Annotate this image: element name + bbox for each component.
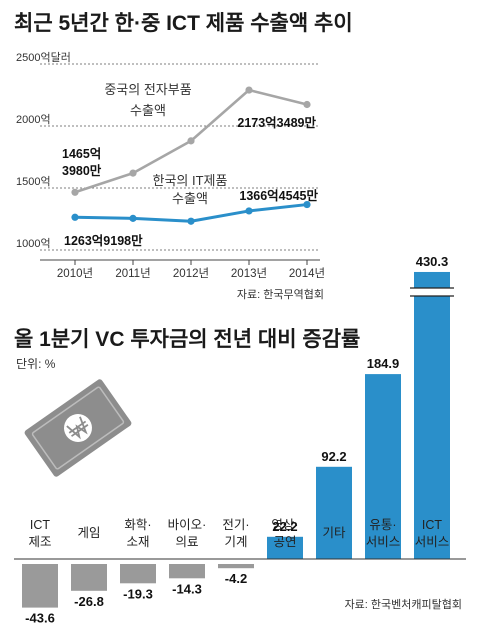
bar-value-label: -26.8 [74,594,104,609]
bar-value-label: -4.2 [225,571,247,586]
category-label: 서비스 [415,535,450,549]
category-label: 영상· [271,518,298,532]
point-value-label: 2173억3489만 [237,115,316,130]
bar-2 [120,564,156,584]
bar-value-label: 92.2 [321,449,346,464]
y-tick-label: 2500억달러 [16,51,71,64]
point-value-label: 1465억 [62,147,101,161]
bar-value-label: -14.3 [172,581,202,596]
category-label: ICT [30,518,51,532]
series-point-1 [245,207,253,215]
x-tick-label: 2012년 [173,267,209,280]
category-label: 공연 [273,535,296,549]
money-icon [24,379,132,477]
bar-7 [365,374,401,559]
bar-chart-category-labels: ICT 제조 게임 화학· 소재 바이오· 의료 전기· 기계 영상· 공연 기타 유통· 서비스 ICT 서… [28,518,449,549]
series-point-0 [187,137,195,145]
category-label: 기계 [224,535,247,549]
category-label: 전기· [222,518,249,532]
bar-3 [169,564,205,579]
bar-value-label: 184.9 [367,356,400,371]
series-point-1 [303,200,311,209]
category-label: 유통· [369,518,396,532]
bar-8 [414,271,450,559]
series-name-1: 한국의 IT제품 [153,173,228,188]
bar-chart-source: 자료: 한국벤처캐피탈협회 [345,598,462,611]
series-point-0 [71,188,79,196]
line-chart: 최근 5년간 한·중 ICT 제품 수출액 추이 2500억달러 2000억 150… [14,12,353,301]
line-chart-source: 자료: 한국무역협회 [237,288,324,301]
category-label: 화학· [124,518,151,532]
x-tick-label: 2014년 [289,267,325,280]
bar-chart: 올 1분기 VC 투자금의 전년 대비 증감률 단위: % ICT 제조 게임 화학·… [14,254,466,626]
point-value-label: 3980만 [62,163,102,178]
y-tick-label: 2000억 [16,113,51,126]
series-point-1 [187,217,195,225]
y-tick-label: 1500억 [16,175,51,188]
x-tick-label: 2010년 [57,267,93,280]
bar-chart-title: 올 1분기 VC 투자금의 전년 대비 증감률 [14,328,360,351]
point-value-label: 1366억4545만 [239,188,318,203]
series-point-1 [129,214,137,222]
line-chart-title: 최근 5년간 한·중 ICT 제품 수출액 추이 [14,12,353,35]
bar-6 [316,466,352,559]
bar-value-label: 22.2 [272,519,297,534]
category-label: 바이오· [168,518,207,532]
x-tick-label: 2011년 [115,267,150,280]
bar-0 [22,564,58,608]
series-name-0: 중국의 전자부품 [104,82,191,97]
line-chart-series [71,86,311,225]
series-point-1 [71,213,79,221]
series-point-0 [303,100,311,109]
category-label: 기타 [322,526,346,540]
x-tick-label: 2013년 [231,267,267,280]
line-chart-point-labels: 1465억 3980만 2173억3489만 1263억9198만 1366억4545만 [62,115,318,248]
bar-5 [267,536,303,559]
bar-4 [218,564,254,569]
line-chart-y-ticks: 2500억달러 2000억 1500억 1000억 [16,51,71,250]
bar-chart-axis-break [410,287,454,297]
category-label: 서비스 [366,535,401,549]
bar-chart-bars [22,271,450,608]
line-chart-gridlines [40,63,320,251]
line-chart-x-ticks: 2010년 2011년 2012년 2013년 2014년 [57,260,325,280]
bar-chart-unit: 단위: % [16,357,56,371]
series-point-0 [245,86,253,94]
category-label: 의료 [175,535,198,549]
bar-value-label: -19.3 [123,586,153,601]
bar-value-label: -43.6 [25,611,55,626]
category-label: 게임 [77,526,100,540]
bar-chart-value-labels: -43.6 -26.8 -19.3 -14.3 -4.2 22.2 92.2 184.9 430… [25,254,448,626]
point-value-label: 1263억9198만 [64,233,143,248]
series-name-1: 수출액 [172,191,208,206]
category-label: 제조 [28,535,51,549]
axis-break-gap [410,288,454,296]
series-name-0: 수출액 [130,103,166,118]
category-label: 소재 [126,535,149,549]
y-tick-label: 1000억 [16,237,51,250]
category-label: ICT [422,518,443,532]
series-point-0 [129,169,137,177]
bar-value-label: 430.3 [416,254,449,269]
bar-1 [71,564,107,591]
